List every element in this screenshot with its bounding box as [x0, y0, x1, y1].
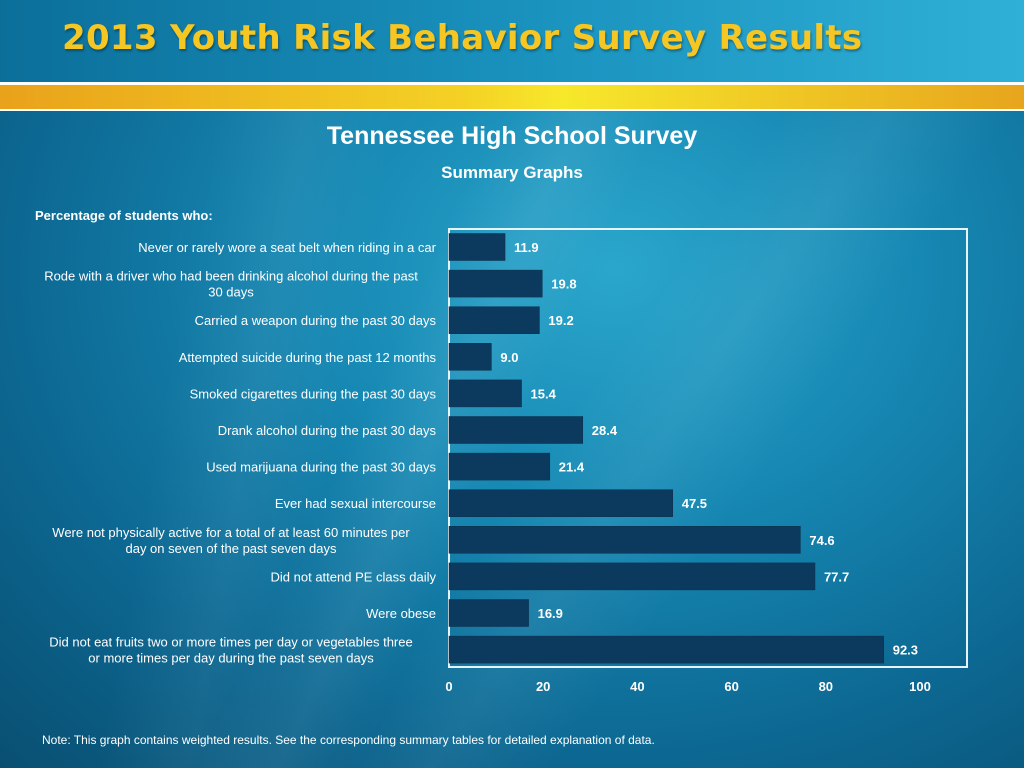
- value-label-8: 74.6: [809, 533, 834, 548]
- value-label-2: 19.2: [548, 313, 573, 328]
- category-label-1: Rode with a driver who had been drinking…: [44, 269, 418, 300]
- header-banner: 2013 Youth Risk Behavior Survey Results: [0, 0, 1024, 82]
- bar-0: [448, 233, 506, 261]
- bar-6: [448, 452, 551, 481]
- header-gold-stripe: [0, 85, 1024, 109]
- value-label-4: 15.4: [531, 386, 557, 401]
- header-divider-bottom: [0, 109, 1024, 111]
- value-label-11: 92.3: [893, 643, 918, 658]
- page-title: 2013 Youth Risk Behavior Survey Results: [62, 18, 863, 58]
- value-label-9: 77.7: [824, 569, 849, 584]
- value-label-1: 19.8: [551, 277, 576, 292]
- x-tick-label-0: 0: [445, 679, 452, 694]
- category-label-10: Were obese: [366, 606, 436, 621]
- bar-8: [448, 526, 801, 554]
- bar-3: [448, 343, 492, 371]
- category-label-7: Ever had sexual intercourse: [275, 496, 436, 511]
- bar-10: [448, 599, 529, 627]
- bars-layer: 11.9 19.8 19.2 9.0 15.4 28.4 21.4 47.5 74.6 77.7 1…: [448, 233, 918, 664]
- bar-11: [448, 635, 884, 664]
- category-label-2: Carried a weapon during the past 30 days: [195, 313, 437, 328]
- bar-1: [448, 269, 543, 298]
- category-labels-layer: Never or rarely wore a seat belt when ri…: [44, 240, 436, 666]
- x-tick-label-4: 80: [819, 679, 833, 694]
- value-label-5: 28.4: [592, 423, 618, 438]
- category-label-9: Did not attend PE class daily: [271, 569, 437, 584]
- header-divider-top: [0, 82, 1024, 85]
- plot-area-frame: [448, 228, 968, 668]
- bar-9: [448, 562, 816, 591]
- category-label-4: Smoked cigarettes during the past 30 day…: [190, 386, 437, 401]
- value-label-0: 11.9: [514, 240, 539, 255]
- value-label-3: 9.0: [500, 350, 518, 365]
- x-tick-label-3: 60: [724, 679, 738, 694]
- footnote: Note: This graph contains weighted resul…: [42, 733, 655, 747]
- x-tick-label-1: 20: [536, 679, 550, 694]
- bar-5: [448, 416, 584, 444]
- chart-title: Tennessee High School Survey: [326, 122, 698, 150]
- category-label-5: Drank alcohol during the past 30 days: [218, 423, 437, 438]
- value-label-10: 16.9: [538, 606, 563, 621]
- x-tick-label-5: 100: [909, 679, 931, 694]
- bar-4: [448, 379, 522, 408]
- value-label-7: 47.5: [682, 496, 707, 511]
- category-label-6: Used marijuana during the past 30 days: [206, 460, 436, 475]
- category-label-3: Attempted suicide during the past 12 mon…: [179, 350, 437, 365]
- chart-subtitle: Summary Graphs: [441, 163, 583, 182]
- value-label-6: 21.4: [559, 460, 585, 475]
- bar-7: [448, 489, 673, 517]
- category-axis-heading: Percentage of students who:: [35, 208, 213, 223]
- category-label-11: Did not eat fruits two or more times per…: [49, 635, 412, 666]
- category-label-8: Were not physically active for a total o…: [52, 525, 410, 556]
- x-tick-label-2: 40: [630, 679, 644, 694]
- bar-2: [448, 306, 540, 334]
- category-label-0: Never or rarely wore a seat belt when ri…: [138, 240, 436, 255]
- x-axis-ticks-layer: 0 20 40 60 80 100: [445, 679, 930, 694]
